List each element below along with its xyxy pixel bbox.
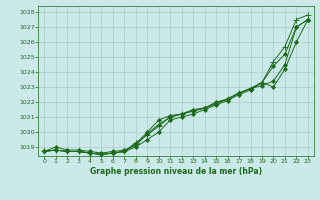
X-axis label: Graphe pression niveau de la mer (hPa): Graphe pression niveau de la mer (hPa)	[90, 167, 262, 176]
